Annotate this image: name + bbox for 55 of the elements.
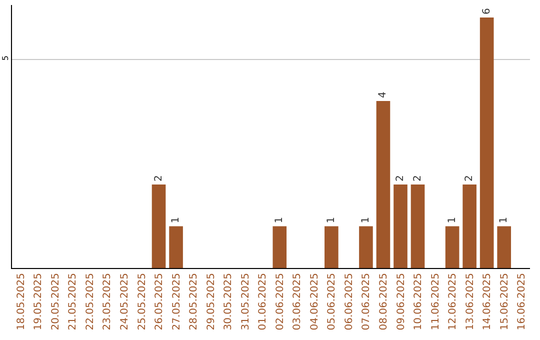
x-tick-label: 13.06.2025 [464,273,476,330]
x-tick-label: 27.05.2025 [171,273,182,330]
x-tick-label: 04.06.2025 [309,273,320,330]
x-tick-label: 11.06.2025 [430,273,442,330]
bar [169,226,183,268]
bar [480,18,494,268]
x-tick-label: 01.06.2025 [258,273,269,330]
bar [497,226,512,268]
x-tick-label: 22.05.2025 [84,273,96,330]
x-tick-label: 10.06.2025 [413,273,424,330]
x-tick-label: 02.06.2025 [274,273,286,330]
x-tick-label: 30.05.2025 [223,273,234,330]
data-label: 2 [464,175,476,182]
x-tick-label: 06.06.2025 [344,273,355,330]
x-tick-label: 18.05.2025 [16,273,27,330]
data-label: 2 [395,175,406,182]
bar [152,184,166,268]
data-label: 2 [153,175,164,182]
data-label: 4 [378,92,389,98]
x-tick-label: 25.05.2025 [136,273,148,330]
data-label: 1 [170,216,182,224]
bar [376,101,390,268]
bar [445,226,460,268]
data-label: 2 [412,175,424,182]
x-tick-label: 09.06.2025 [396,273,407,330]
x-tick-label: 19.05.2025 [33,273,44,330]
x-tick-label: 21.05.2025 [68,273,79,330]
y-tick-label: 5 [0,56,10,61]
data-label: 6 [481,8,492,15]
x-tick-label: 12.06.2025 [448,273,459,330]
bar [324,226,338,268]
bar [462,184,476,268]
x-tick-label: 29.05.2025 [206,273,217,330]
x-tick-label: 26.05.2025 [154,273,166,330]
bar [394,184,408,268]
data-label: 1 [498,216,510,224]
bar [272,226,287,268]
x-tick-label: 16.06.2025 [516,273,528,330]
bar [359,226,373,268]
x-tick-label: 31.05.2025 [240,273,252,330]
data-label: 1 [326,216,337,224]
x-tick-label: 14.06.2025 [482,273,494,330]
x-tick-label: 15.06.2025 [499,273,510,330]
x-tick-label: 28.05.2025 [188,273,200,330]
x-tick-label: 08.06.2025 [378,273,390,330]
x-tick-label: 07.06.2025 [361,273,372,330]
x-tick-label: 20.05.2025 [50,273,62,330]
bar [410,184,425,268]
x-tick-label: 03.06.2025 [292,273,304,330]
x-tick-label: 24.05.2025 [119,273,130,330]
data-label: 1 [274,216,286,224]
data-label: 1 [446,216,458,224]
x-tick-label: 23.05.2025 [102,273,114,330]
x-tick-label: 05.06.2025 [326,273,338,330]
data-label: 1 [360,216,372,224]
